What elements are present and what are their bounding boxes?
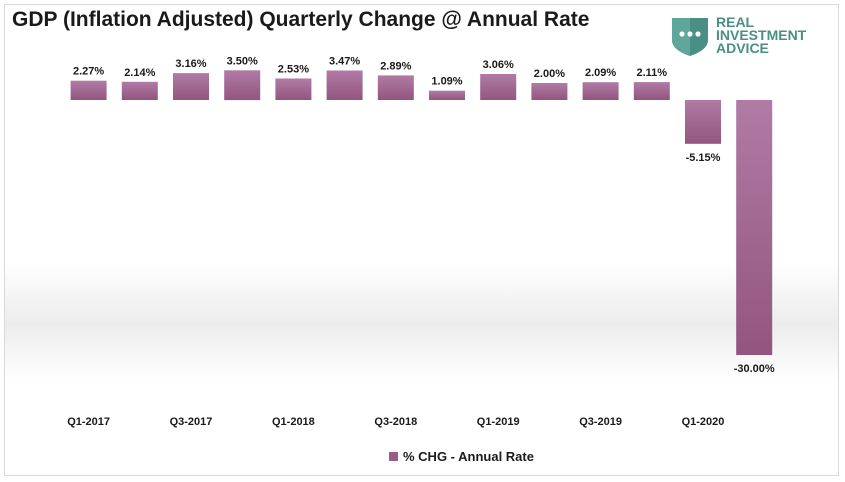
- bar-Q4-2019: [633, 82, 670, 100]
- bar-Q2-2019: [531, 83, 568, 100]
- data-label-Q2-2020: -30.00%: [734, 363, 775, 375]
- bar-Q3-2017: [173, 73, 209, 100]
- data-label-Q4-2019: 2.11%: [637, 67, 668, 79]
- chart-title: GDP (Inflation Adjusted) Quarterly Chang…: [12, 8, 590, 31]
- bar-Q2-2020: [736, 100, 773, 355]
- bar-Q1-2018: [275, 78, 312, 100]
- data-label-Q3-2017: 3.16%: [175, 58, 206, 70]
- data-label-Q3-2019: 2.09%: [585, 67, 616, 79]
- brand-line-1: REAL: [716, 14, 755, 30]
- bar-Q1-2020: [685, 100, 721, 144]
- x-tick-label: Q1-2019: [477, 416, 520, 428]
- bar-Q3-2018: [377, 75, 414, 100]
- data-label-Q2-2017: 2.14%: [124, 67, 155, 79]
- data-label-Q3-2018: 2.89%: [380, 60, 411, 72]
- x-tick-label: Q3-2018: [374, 416, 417, 428]
- bar-Q2-2017: [121, 81, 158, 100]
- x-axis-ticks: Q1-2017 Q3-2017 Q1-2018 Q3-2018 Q1-2019 Q3-20…: [67, 416, 724, 428]
- data-label-Q4-2017: 3.50%: [227, 55, 258, 67]
- bar-Q1-2019: [480, 74, 517, 100]
- x-tick-label: Q1-2018: [272, 416, 315, 428]
- x-tick-label: Q1-2017: [67, 416, 110, 428]
- data-label-Q1-2020: -5.15%: [686, 152, 721, 164]
- brand-line-2: INVESTMENT: [716, 27, 807, 43]
- x-tick-label: Q3-2019: [579, 416, 622, 428]
- data-label-Q4-2018: 1.09%: [431, 76, 462, 88]
- data-label-Q1-2017: 2.27%: [73, 66, 104, 78]
- bar-Q4-2017: [224, 70, 261, 101]
- bar-series: [70, 70, 773, 355]
- legend-label: % CHG - Annual Rate: [403, 449, 534, 464]
- legend: % CHG - Annual Rate: [389, 449, 534, 464]
- data-labels: 2.27% 2.14% 3.16% 3.50% 2.53% 3.47% 2.89% 1.09%…: [73, 55, 775, 375]
- brand-line-3: ADVICE: [716, 40, 769, 56]
- x-tick-label: Q3-2017: [170, 416, 213, 428]
- data-label-Q2-2018: 3.47%: [329, 56, 360, 68]
- brand-logo: REAL INVESTMENT ADVICE: [668, 14, 828, 58]
- bar-Q2-2018: [326, 70, 363, 100]
- data-label-Q1-2019: 3.06%: [483, 59, 514, 71]
- legend-swatch: [389, 452, 398, 461]
- bar-Q3-2019: [582, 82, 619, 100]
- chat-bubble-shield-icon: [672, 18, 708, 56]
- x-tick-label: Q1-2020: [682, 416, 725, 428]
- bar-Q1-2017: [70, 80, 107, 100]
- bar-Q4-2018: [429, 90, 465, 100]
- data-label-Q2-2019: 2.00%: [534, 68, 565, 80]
- data-label-Q1-2018: 2.53%: [278, 64, 309, 76]
- brand-name: REAL INVESTMENT ADVICE: [716, 14, 807, 56]
